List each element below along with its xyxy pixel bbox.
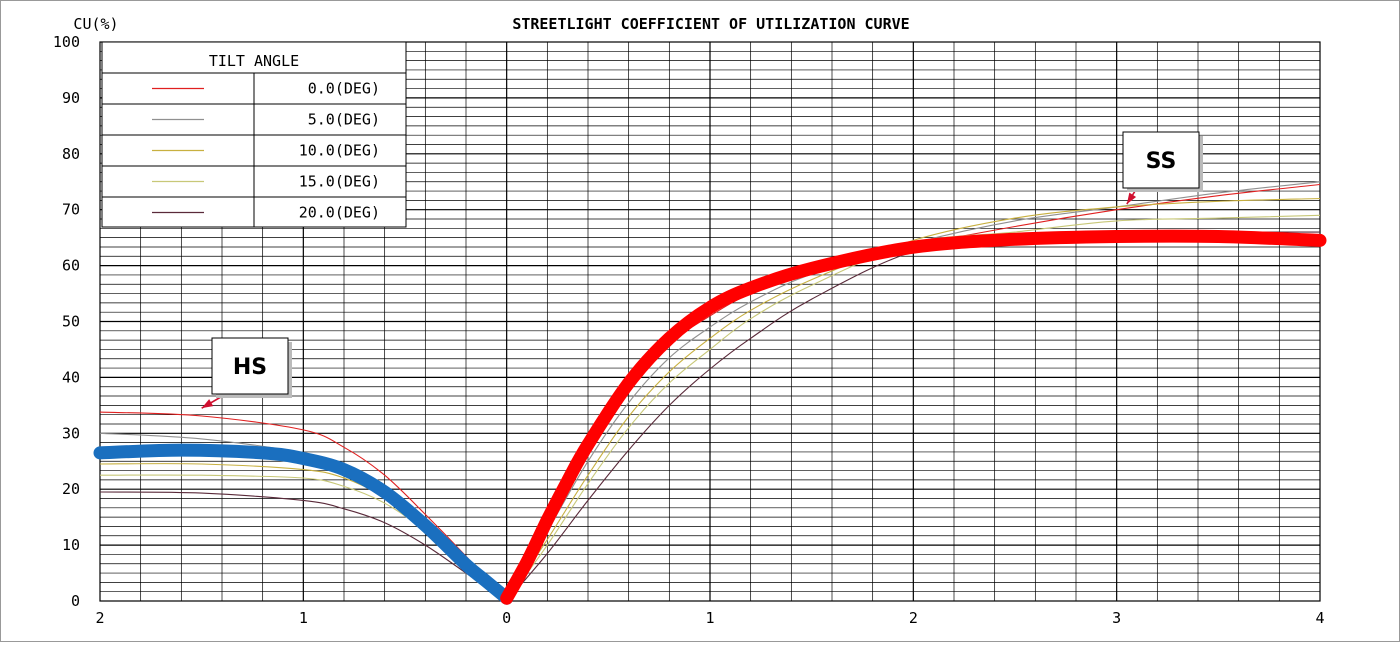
y-tick-label: 0 (71, 592, 80, 610)
x-tick-label: 1 (299, 609, 308, 627)
legend-label: 0.0(DEG) (308, 80, 380, 98)
callout-arrow-head (1126, 192, 1137, 205)
callout-box (211, 337, 289, 395)
y-tick-label: 90 (62, 89, 80, 107)
y-axis-label: CU(%) (73, 15, 118, 33)
x-tick-label: 2 (95, 609, 104, 627)
x-tick-label: 3 (1112, 609, 1121, 627)
series-line-4 (99, 491, 508, 602)
legend-title: TILT ANGLE (209, 52, 299, 70)
x-tick-label: 4 (1315, 609, 1324, 627)
series-line-0 (99, 411, 508, 602)
y-tick-label: 60 (62, 257, 80, 275)
y-tick-label: 10 (62, 536, 80, 554)
y-tick-label: 80 (62, 145, 80, 163)
callout-label: HS (233, 355, 267, 380)
chart-title: STREETLIGHT COEFFICIENT OF UTILIZATION C… (512, 15, 909, 33)
legend-label: 15.0(DEG) (299, 173, 380, 191)
highlight-line-0 (93, 443, 514, 605)
callout-arrow-head (201, 399, 214, 409)
x-tick-label: 2 (909, 609, 918, 627)
series-line-3 (506, 214, 1321, 602)
callouts: HS SS (201, 131, 1203, 409)
legend-label: 20.0(DEG) (299, 204, 380, 222)
y-tick-label: 100 (53, 33, 80, 51)
x-tick-labels: 2 1 0 1 2 3 4 (95, 609, 1324, 627)
y-tick-label: 30 (62, 424, 80, 442)
callout-hs: HS (201, 337, 292, 409)
x-tick-label: 1 (705, 609, 714, 627)
legend-label: 10.0(DEG) (299, 142, 380, 160)
x-tick-label: 0 (502, 609, 511, 627)
legend: TILT ANGLE 0.0(DEG) 5.0(DEG) 10.0(DEG) 15.0… (101, 41, 407, 228)
y-tick-label: 70 (62, 201, 80, 219)
callout-label: SS (1146, 149, 1177, 174)
highlight-lines (93, 229, 1327, 605)
callout-box (1122, 131, 1200, 189)
series-line-2 (506, 197, 1321, 602)
series-line-1 (506, 181, 1321, 602)
callout-ss: SS (1122, 131, 1203, 205)
highlight-line-1 (500, 229, 1327, 605)
y-tick-label: 40 (62, 368, 80, 386)
legend-rows: 0.0(DEG) 5.0(DEG) 10.0(DEG) 15.0(DEG) 20.0(D… (102, 72, 406, 227)
y-tick-labels: 0 10 20 30 40 50 60 70 80 90 100 (53, 33, 80, 610)
y-tick-label: 50 (62, 313, 80, 331)
y-tick-label: 20 (62, 480, 80, 498)
legend-label: 5.0(DEG) (308, 111, 380, 129)
